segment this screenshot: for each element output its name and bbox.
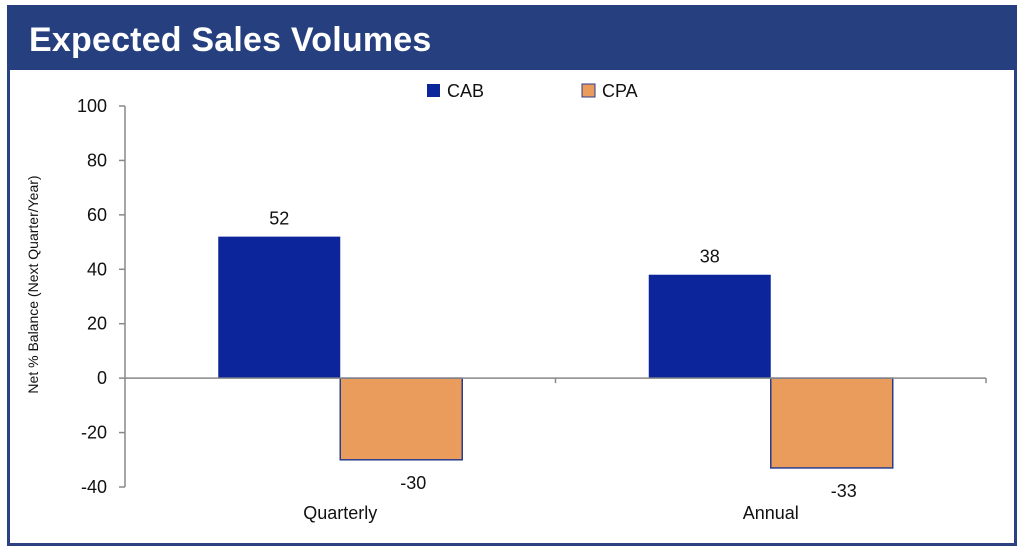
y-axis: 100 80 60 40 20 0 -20 -40 [77,96,126,497]
data-labels: 52 -30 Quarterly 38 -33 Annual [269,209,857,523]
y-tick-label: 40 [87,259,107,279]
x-axis [125,377,987,384]
x-tick-label: Quarterly [303,503,377,523]
data-label: -30 [400,473,426,493]
y-tick-label: 60 [87,205,107,225]
legend-swatch-cpa [581,83,596,98]
y-tick-label: 20 [87,314,107,334]
data-label: 52 [269,209,289,229]
bar-cpa-quarterly [339,377,463,461]
y-tick-label: -20 [81,423,107,443]
data-label: 38 [700,247,720,267]
bar-cpa-annual [770,377,894,469]
legend-swatch-cab [427,84,440,97]
legend: CAB CPA [427,81,638,101]
y-axis-label: Net % Balance (Next Quarter/Year) [25,175,41,393]
y-tick-label: 100 [77,96,107,116]
bar-cab-quarterly [218,236,341,379]
bar-cab-annual [648,274,771,379]
bars [218,236,894,469]
header-band: Expected Sales Volumes [7,5,1017,70]
chart-title: Expected Sales Volumes [29,21,432,59]
y-tick-label: 80 [87,150,107,170]
legend-label-cpa: CPA [602,81,638,101]
data-label: -33 [831,481,857,501]
x-tick-label: Annual [743,503,799,523]
y-tick-label: -40 [81,477,107,497]
y-tick-label: 0 [97,368,107,388]
legend-label-cab: CAB [447,81,484,101]
